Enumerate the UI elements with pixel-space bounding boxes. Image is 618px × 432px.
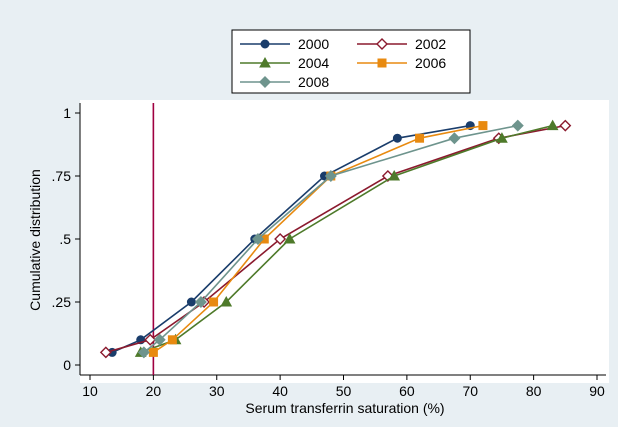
data-point-2008 bbox=[511, 119, 524, 132]
x-tick-label: 50 bbox=[336, 383, 352, 399]
x-tick-label: 60 bbox=[399, 383, 415, 399]
x-tick-label: 10 bbox=[82, 383, 98, 399]
x-tick-label: 70 bbox=[462, 383, 478, 399]
legend: 2000 2002 2004 2006 2008 bbox=[231, 29, 471, 94]
legend-label: 2006 bbox=[415, 55, 446, 71]
y-axis-title: Cumulative distribution bbox=[27, 169, 43, 311]
legend-item-2008: 2008 bbox=[240, 74, 329, 90]
x-tick-label: 30 bbox=[209, 383, 225, 399]
x-tick-label: 90 bbox=[589, 383, 605, 399]
data-point-2004 bbox=[388, 169, 401, 181]
y-tick-label: .75 bbox=[52, 168, 72, 184]
y-tick-label: .5 bbox=[59, 231, 71, 247]
legend-swatch-marker bbox=[259, 56, 271, 68]
data-point-2006 bbox=[415, 133, 425, 143]
data-point-2006 bbox=[209, 297, 219, 307]
legend-swatch-marker bbox=[259, 76, 271, 88]
legend-label: 2004 bbox=[298, 55, 329, 71]
legend-swatch-marker bbox=[260, 39, 270, 49]
data-point-2006 bbox=[148, 347, 158, 357]
data-point-2004 bbox=[220, 295, 233, 307]
x-axis-title: Serum transferrin saturation (%) bbox=[245, 400, 444, 416]
data-point-2000 bbox=[186, 297, 196, 307]
legend-swatch-marker bbox=[377, 58, 387, 68]
data-point-2000 bbox=[392, 133, 402, 143]
data-point-2002 bbox=[144, 333, 157, 346]
legend-swatch-marker bbox=[376, 38, 388, 50]
y-tick-label: .25 bbox=[52, 294, 72, 310]
data-point-2008 bbox=[251, 233, 264, 245]
data-point-2008 bbox=[194, 296, 207, 308]
data-point-2008 bbox=[448, 132, 461, 145]
data-point-2008 bbox=[153, 333, 166, 346]
x-tick-label: 80 bbox=[526, 383, 542, 399]
data-point-2008 bbox=[137, 346, 150, 359]
legend-item-2002: 2002 bbox=[357, 36, 446, 52]
data-point-2006 bbox=[167, 335, 177, 345]
y-tick-label: 1 bbox=[63, 105, 71, 121]
x-tick-label: 40 bbox=[272, 383, 288, 399]
legend-label: 2002 bbox=[415, 36, 446, 52]
legend-label: 2008 bbox=[298, 74, 329, 90]
data-point-2004 bbox=[283, 232, 296, 244]
data-point-2006 bbox=[478, 121, 488, 131]
data-point-2002 bbox=[99, 346, 112, 359]
legend-item-2006: 2006 bbox=[357, 55, 446, 71]
legend-label: 2000 bbox=[298, 36, 329, 52]
legend-item-2004: 2004 bbox=[240, 55, 329, 71]
series-2008 bbox=[137, 119, 524, 359]
legend-item-2000: 2000 bbox=[240, 36, 329, 52]
y-tick-label: 0 bbox=[63, 357, 71, 373]
data-point-2002 bbox=[559, 119, 572, 132]
axes-group: 10 20 30 40 50 60 70 80 90 0 .25 .5 .75 1 bbox=[52, 103, 606, 399]
data-point-2004 bbox=[546, 119, 559, 131]
data-point-2008 bbox=[324, 170, 337, 182]
data-point-2004 bbox=[496, 132, 508, 143]
data-point-2002 bbox=[274, 233, 287, 245]
series-group bbox=[99, 119, 572, 359]
x-tick-label: 20 bbox=[146, 383, 162, 399]
